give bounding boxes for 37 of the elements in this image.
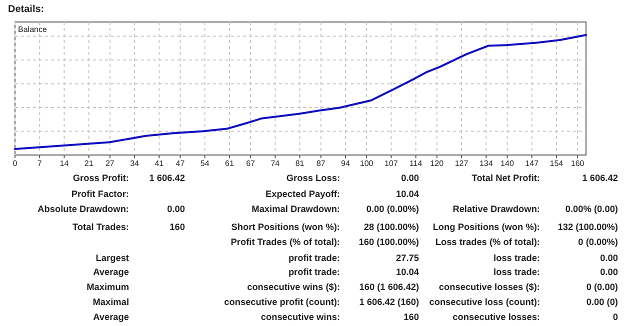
- text: Profit Trades (% of total): 160 (100.00%) Loss trades (% of total): 0 (0.00%): [230, 237, 618, 247]
- x-tick-label: 67: [246, 159, 256, 168]
- x-tick-label: 7: [37, 159, 42, 168]
- x-tick-label: 54: [200, 159, 210, 168]
- x-tick-label: 120: [430, 159, 444, 168]
- x-tick-label: 127: [454, 159, 469, 168]
- x-tick-label: 94: [341, 159, 350, 168]
- text: Average consecutive wins: 160 consecutive losses: 0: [93, 312, 618, 322]
- x-tick-label: 140: [500, 159, 514, 168]
- x-tick-label: 41: [154, 159, 164, 168]
- x-tick-label: 61: [225, 159, 234, 168]
- text: Total Trades: 160 Short Positions (won %): 28 (100.00%) Long Positions (won %): 132 (100.00%): [72, 222, 618, 232]
- x-tick-label: 134: [479, 159, 494, 168]
- text: Absolute Drawdown: 0.00 Maximal Drawdown: 0.00 (0.00%) Relative Drawdown: 0.00% (0.00): [38, 204, 618, 214]
- text: Gross Profit: 1 606.42 Gross Loss: 0.00 Total Net Profit: 1 606.42: [72, 173, 618, 183]
- chart-title: Details:: [8, 4, 44, 15]
- x-tick-label: 47: [176, 159, 186, 168]
- x-tick-label: 74: [270, 159, 280, 168]
- x-tick-label: 27: [105, 159, 115, 168]
- x-tick-label: 114: [409, 159, 423, 168]
- x-tick-label: 81: [295, 159, 305, 168]
- x-tick-label: 147: [525, 159, 540, 168]
- text: Balance: [18, 25, 48, 34]
- x-tick-label: 87: [316, 159, 326, 168]
- text: Largest profit trade: 27.75 loss trade: 0.00: [96, 253, 618, 263]
- text: Average profit trade: 10.04 loss trade: 0.00: [93, 267, 618, 277]
- x-tick-label: 107: [384, 159, 398, 168]
- x-tick-label: 154: [550, 159, 564, 168]
- x-tick-label: 14: [60, 159, 70, 168]
- text: Profit Factor: Expected Payoff: 10.04: [71, 189, 419, 199]
- x-tick-label: 21: [84, 159, 94, 168]
- text: Maximal consecutive profit (count): 1 606.42 (160) consecutive loss (count): 0.00 (0): [92, 297, 618, 307]
- x-tick-label: 0: [12, 159, 18, 168]
- x-tick-label: 100: [360, 159, 374, 168]
- text: Maximum consecutive wins ($): 160 (1 606.42) consecutive losses ($): 0 (0.00): [86, 282, 618, 292]
- x-tick-label: 160: [570, 159, 585, 168]
- x-tick-label: 34: [130, 159, 140, 168]
